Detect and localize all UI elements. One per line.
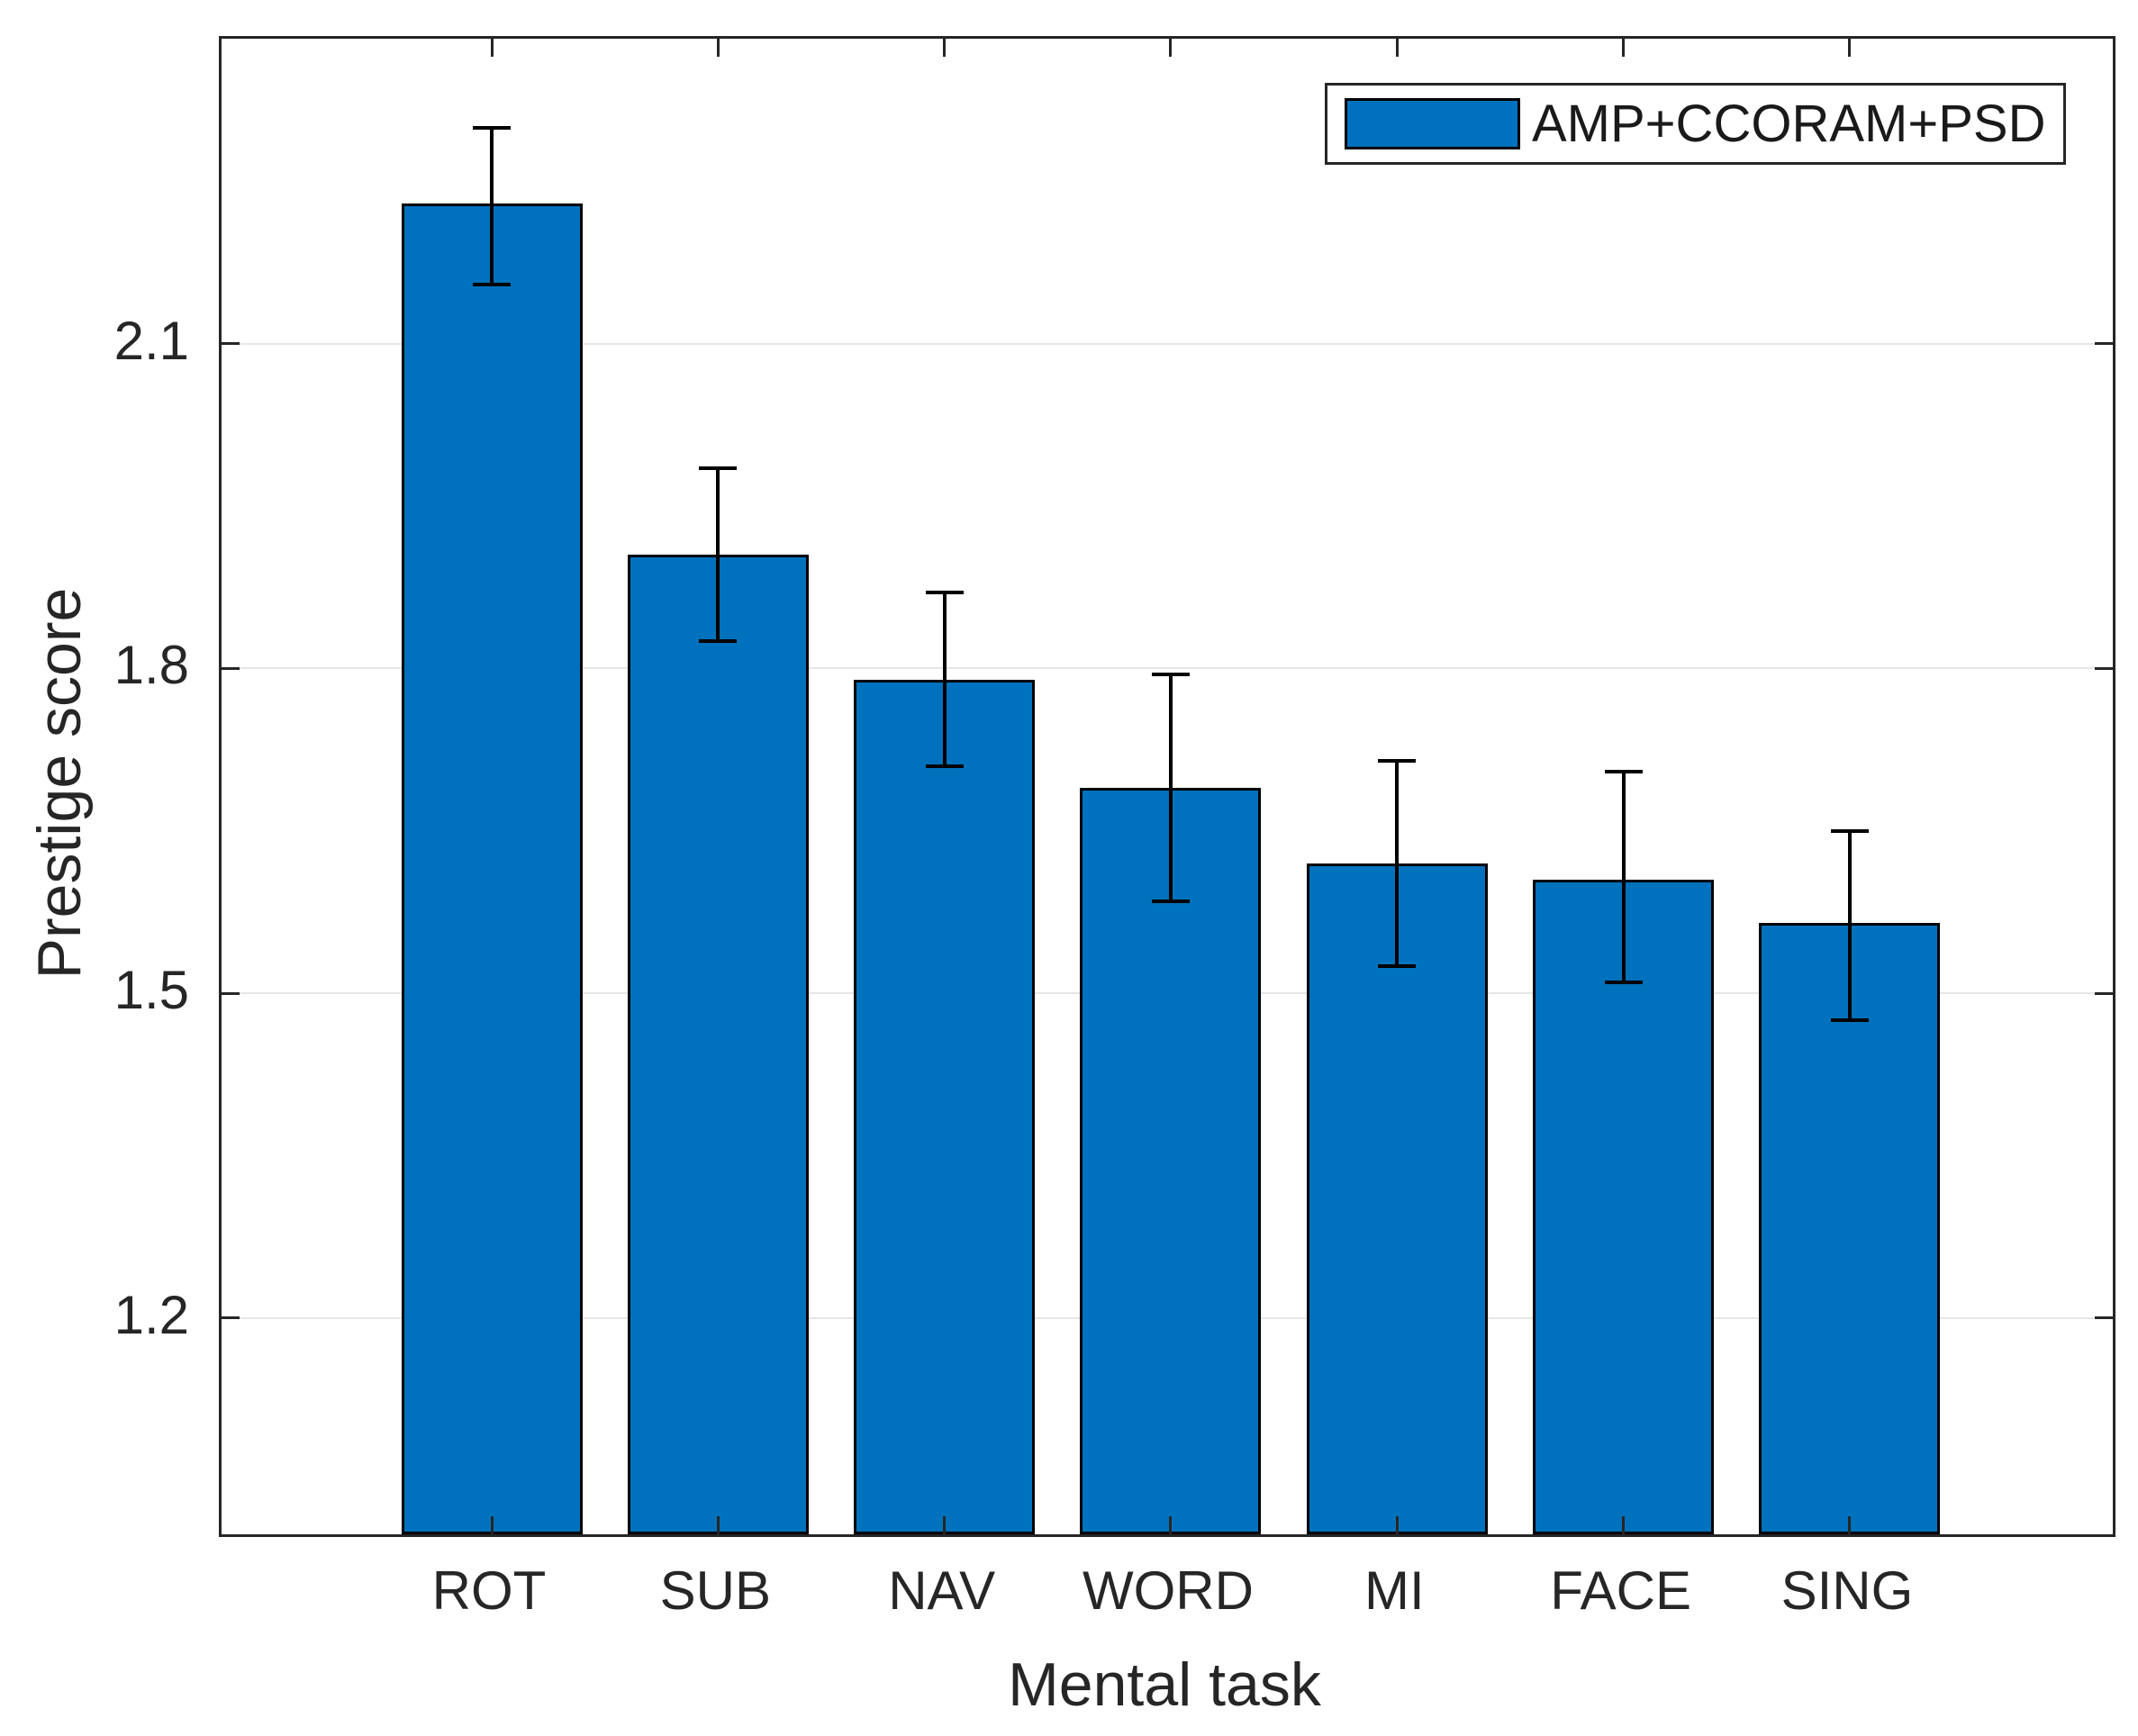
error-bar-cap-bottom-face <box>1604 981 1643 985</box>
plot-area <box>219 36 2115 1537</box>
gridline-y-2.1 <box>222 342 2113 345</box>
y-tick-right-2.1 <box>2095 342 2113 346</box>
x-tick-bottom-face <box>1622 1516 1626 1534</box>
error-bar-line-mi <box>1395 760 1400 966</box>
gridline-y-1.8 <box>222 667 2113 670</box>
y-axis-title: Prestige score <box>25 587 94 980</box>
y-tick-right-1.5 <box>2095 991 2113 995</box>
error-bar-cap-top-sub <box>699 466 738 471</box>
x-tick-label-sub: SUB <box>659 1560 772 1621</box>
error-bar-cap-top-mi <box>1378 758 1417 763</box>
bar-mi <box>1306 863 1488 1534</box>
legend-swatch <box>1345 98 1520 149</box>
error-bar-cap-bottom-sub <box>699 639 738 644</box>
x-tick-top-face <box>1622 39 1626 57</box>
y-tick-left-1.2 <box>222 1316 240 1320</box>
x-tick-top-word <box>1169 39 1173 57</box>
x-tick-label-word: WORD <box>1083 1560 1254 1621</box>
x-tick-top-rot <box>490 39 494 57</box>
x-tick-top-mi <box>1395 39 1399 57</box>
bar-sub <box>627 555 809 1534</box>
x-tick-bottom-rot <box>490 1516 494 1534</box>
x-tick-top-nav <box>943 39 947 57</box>
x-tick-bottom-nav <box>943 1516 947 1534</box>
error-bar-line-sing <box>1847 830 1852 1021</box>
x-tick-bottom-sub <box>716 1516 720 1534</box>
y-tick-right-1.8 <box>2095 666 2113 670</box>
error-bar-line-rot <box>490 127 494 285</box>
y-tick-label-1.5: 1.5 <box>113 960 189 1021</box>
x-axis-title: Mental task <box>1008 1650 1321 1719</box>
error-bar-line-word <box>1168 674 1173 901</box>
x-tick-bottom-sing <box>1848 1516 1852 1534</box>
error-bar-cap-top-rot <box>473 125 511 130</box>
x-tick-label-mi: MI <box>1363 1560 1425 1621</box>
x-tick-bottom-word <box>1169 1516 1173 1534</box>
y-tick-label-1.8: 1.8 <box>113 635 189 696</box>
x-tick-bottom-mi <box>1395 1516 1399 1534</box>
y-tick-label-1.2: 1.2 <box>113 1284 189 1345</box>
error-bar-cap-top-sing <box>1830 828 1869 833</box>
error-bar-cap-top-word <box>1151 672 1190 676</box>
error-bar-cap-bottom-nav <box>925 764 964 768</box>
legend-label: AMP+CCORAM+PSD <box>1532 95 2046 153</box>
y-tick-label-2.1: 2.1 <box>113 310 189 371</box>
error-bar-cap-top-face <box>1604 769 1643 773</box>
error-bar-cap-bottom-rot <box>473 282 511 286</box>
y-tick-left-1.5 <box>222 991 240 995</box>
x-tick-label-face: FACE <box>1550 1560 1691 1621</box>
error-bar-line-nav <box>942 592 947 766</box>
x-tick-label-nav: NAV <box>888 1560 996 1621</box>
bar-nav <box>854 679 1036 1534</box>
x-tick-top-sing <box>1848 39 1852 57</box>
x-tick-label-rot: ROT <box>431 1560 547 1621</box>
error-bar-cap-bottom-sing <box>1830 1018 1869 1023</box>
y-tick-right-1.2 <box>2095 1316 2113 1320</box>
x-tick-top-sub <box>716 39 720 57</box>
error-bar-line-face <box>1621 771 1626 983</box>
legend: AMP+CCORAM+PSD <box>1325 83 2066 165</box>
y-tick-left-1.8 <box>222 666 240 670</box>
error-bar-line-sub <box>716 468 720 642</box>
y-tick-left-2.1 <box>222 342 240 346</box>
x-tick-label-sing: SING <box>1780 1560 1914 1621</box>
error-bar-cap-bottom-word <box>1151 899 1190 903</box>
error-bar-cap-bottom-mi <box>1378 964 1417 968</box>
bar-rot <box>401 203 583 1534</box>
error-bar-cap-top-nav <box>925 591 964 595</box>
